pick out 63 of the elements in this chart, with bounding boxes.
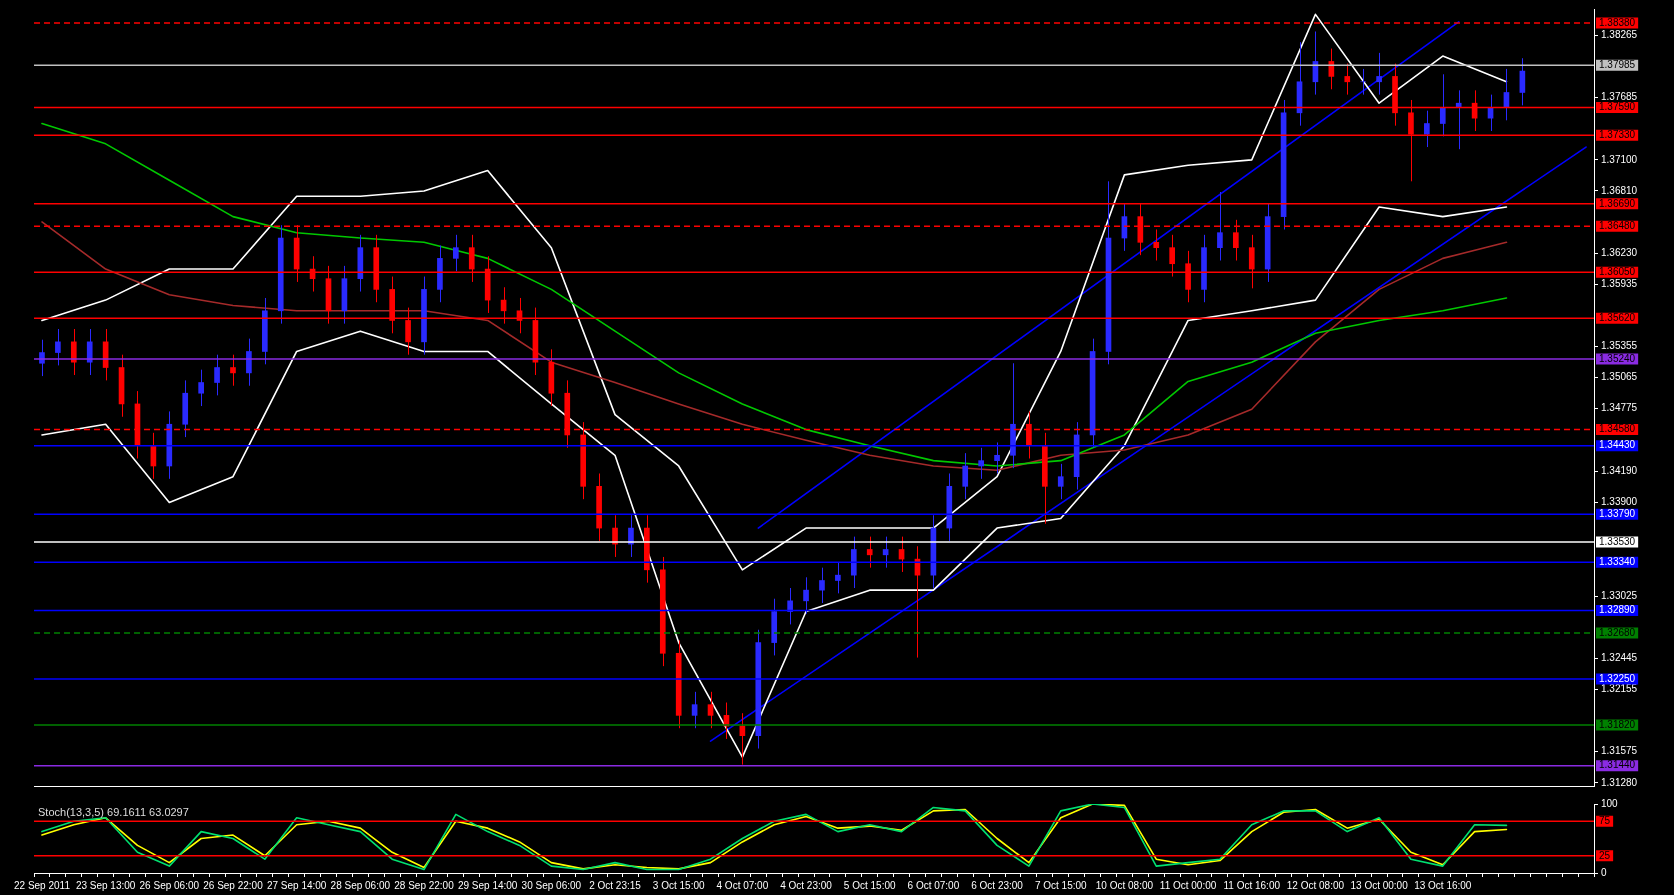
ref-line-label: 1.34430 xyxy=(1599,439,1636,451)
chart-title: Stoch(13,3,5) 69.1611 63.0297 xyxy=(38,805,189,818)
ref-line-label: 75 xyxy=(1599,815,1611,826)
x-tick-label: 6 Oct 07:00 xyxy=(907,879,960,891)
ref-line-label: 1.33340 xyxy=(1599,556,1636,568)
y-tick-label: 100 xyxy=(1601,797,1619,809)
x-tick-label: 23 Sep 13:00 xyxy=(75,879,136,891)
ref-line-label: 25 xyxy=(1599,849,1611,861)
x-tick-label: 3 Oct 15:00 xyxy=(652,879,705,891)
y-tick-label: 1.34775 xyxy=(1601,402,1638,414)
y-tick-label: 1.33900 xyxy=(1601,496,1638,508)
x-tick-label: 30 Sep 06:00 xyxy=(521,879,582,891)
y-tick-label: 1.33025 xyxy=(1601,589,1638,601)
y-tick-label: 1.34190 xyxy=(1601,465,1638,477)
x-tick-label: 2 Oct 23:15 xyxy=(589,879,642,891)
ref-line-label: 1.31820 xyxy=(1599,718,1636,730)
x-tick-label: 10 Oct 08:00 xyxy=(1095,879,1154,891)
x-tick-label: 28 Sep 06:00 xyxy=(330,879,391,891)
ref-line-label: 1.37590 xyxy=(1599,101,1636,113)
y-tick-label: 1.38265 xyxy=(1601,28,1638,40)
x-tick-label: 26 Sep 06:00 xyxy=(139,879,200,891)
ref-line-label: 1.35620 xyxy=(1599,312,1636,324)
ref-line-label: 1.33530 xyxy=(1599,535,1636,547)
y-tick-label: 1.35355 xyxy=(1601,340,1638,352)
y-tick-label: 1.35065 xyxy=(1601,371,1638,383)
x-tick-label: 12 Oct 08:00 xyxy=(1286,879,1345,891)
ref-line-label: 1.36480 xyxy=(1599,220,1636,232)
y-tick-label: 1.32445 xyxy=(1601,651,1638,663)
x-tick-label: 28 Sep 22:00 xyxy=(394,879,455,891)
y-tick-label: 1.35935 xyxy=(1601,278,1638,290)
x-tick-label: 22 Sep 2011 xyxy=(13,879,71,891)
ref-line-label: 1.35240 xyxy=(1599,352,1636,364)
x-tick-label: 7 Oct 15:00 xyxy=(1034,879,1088,891)
x-tick-label: 11 Oct 00:00 xyxy=(1159,879,1217,891)
ref-line-label: 1.31440 xyxy=(1599,759,1636,771)
x-tick-label: 11 Oct 16:00 xyxy=(1223,879,1281,891)
ref-line-label: 1.37330 xyxy=(1599,129,1636,141)
x-tick-label: 4 Oct 23:00 xyxy=(780,879,833,891)
ref-line-label: 1.36050 xyxy=(1599,266,1636,278)
y-tick-label: 1.36230 xyxy=(1601,246,1638,258)
x-tick-label: 13 Oct 16:00 xyxy=(1414,879,1472,891)
x-tick-label: 6 Oct 23:00 xyxy=(971,879,1024,891)
ref-line-label: 1.37985 xyxy=(1599,58,1636,70)
x-tick-label: 4 Oct 07:00 xyxy=(716,879,769,891)
x-tick-label: 26 Sep 22:00 xyxy=(203,879,264,891)
y-tick-label: 1.37100 xyxy=(1601,153,1638,165)
y-tick-label: 0 xyxy=(1601,866,1607,878)
ref-line-label: 1.32890 xyxy=(1599,604,1636,616)
ref-line-label: 1.36690 xyxy=(1599,197,1636,209)
ref-line-label: 1.33790 xyxy=(1599,507,1636,519)
ref-line-label: 1.32250 xyxy=(1599,672,1636,684)
y-tick-label: 1.36810 xyxy=(1601,184,1638,196)
y-tick-label: 1.37685 xyxy=(1601,91,1638,103)
x-tick-label: 29 Sep 14:00 xyxy=(457,879,518,891)
x-tick-label: 5 Oct 15:00 xyxy=(843,879,896,891)
ref-line-label: 1.34580 xyxy=(1599,423,1636,435)
y-tick-label: 1.31575 xyxy=(1601,744,1638,756)
y-tick-label: 1.32155 xyxy=(1601,682,1638,694)
ref-line-label: 1.32680 xyxy=(1599,626,1636,638)
x-tick-label: 13 Oct 00:00 xyxy=(1350,879,1409,891)
ref-line-label: 1.38380 xyxy=(1599,16,1636,28)
x-tick-label: 27 Sep 14:00 xyxy=(266,879,327,891)
y-tick-label: 1.31280 xyxy=(1601,776,1638,788)
